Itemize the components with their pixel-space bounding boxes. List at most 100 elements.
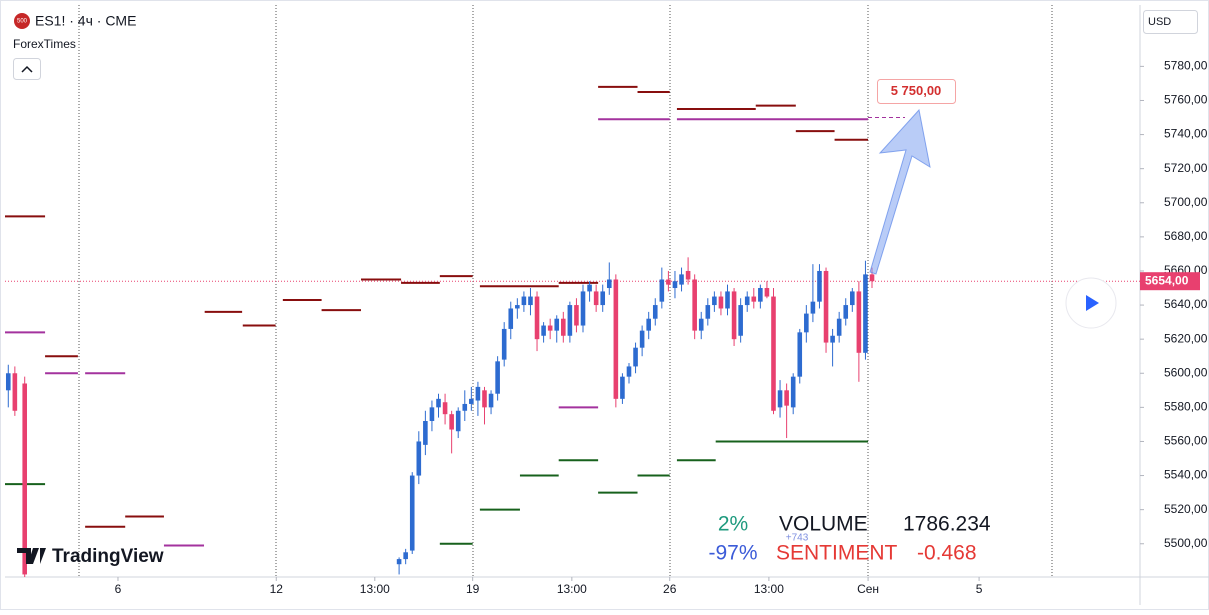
candle-body [469,398,474,404]
candle-body [764,288,770,297]
logo-icon [17,548,46,564]
last-price-label: 5654,00 [1145,273,1189,287]
candle-body [534,296,540,340]
x-tick-label: 19 [466,582,480,596]
candle-body [639,330,645,348]
y-tick-label: 5560,00 [1164,434,1208,448]
y-tick-label: 5580,00 [1164,400,1208,414]
y-tick-label: 5640,00 [1164,297,1208,311]
y-tick-label: 5520,00 [1164,502,1208,516]
candle-body [850,291,855,306]
candle-body [462,403,468,411]
y-tick-label: 5620,00 [1164,331,1208,345]
candle-body [482,390,487,408]
candle-body [659,279,665,302]
y-tick-label: 5720,00 [1164,161,1208,175]
candle-body [777,390,783,408]
y-tick-label: 5540,00 [1164,468,1208,482]
y-tick-label: 5600,00 [1164,365,1208,379]
y-tick-label: 5740,00 [1164,127,1208,141]
stats-cell: -0.468 [917,542,977,565]
candle-body [488,393,494,408]
candle-body [633,347,638,367]
y-tick-label: 5760,00 [1164,93,1208,107]
candle-body [843,305,849,319]
badge-text: 500 [17,19,28,25]
candle-body [698,318,704,331]
candle-body [528,296,533,306]
candle-body [501,328,507,360]
candle-body [679,274,684,285]
candle-body [521,296,527,306]
candle-body [593,291,599,306]
candle-body [823,270,829,343]
candle-body [672,281,678,289]
candle-body [718,296,724,309]
candle-body [620,376,625,399]
candle-body [547,325,553,331]
candle-body [666,279,671,285]
x-tick-label: 26 [663,582,677,596]
x-tick-label: 13:00 [754,582,784,596]
candle-body [587,284,592,292]
candle-body [646,318,651,331]
candle-body [554,318,560,331]
candle-body [455,410,461,432]
candle-body [600,291,606,306]
candle-body [5,373,11,391]
symbol-title: ES1! · 4ч · CME [35,13,136,29]
collapse-button[interactable] [13,58,41,80]
collapse-icon [21,65,33,73]
candle-body [403,552,408,560]
stats-cell: -97% [708,542,757,565]
candle-body [449,414,454,430]
candle-body [416,441,422,476]
candle-body [606,279,612,289]
currency: USD [1148,16,1171,28]
candle-body [751,296,757,302]
candle-body [771,296,776,411]
play-icon [1086,295,1099,311]
candle-body [22,383,28,575]
candle-body [508,308,514,329]
candle-body [436,398,441,408]
candle-body [804,313,809,333]
candle-body [836,318,842,336]
candle-body [856,291,862,353]
logo-text: TradingView [52,546,164,567]
stats-cell: 1786.234 [903,513,991,536]
annotation: +743 [786,533,809,544]
candle-body [541,325,546,336]
candle-body [423,421,428,445]
candle-body [705,305,711,319]
stats-cell: VOLUME [779,513,868,536]
indicator-name: ForexTimes [13,37,76,51]
candle-body [567,305,573,336]
candle-body [712,296,717,306]
candle-body [817,270,822,302]
candle-body [396,559,402,565]
candle-body [475,386,481,401]
badge-icon [14,13,30,29]
candle-body [495,361,500,394]
candle-body [810,301,816,314]
x-tick-label: 13:00 [360,582,390,596]
candle-body [409,475,415,551]
candle-body [784,390,789,406]
x-tick-label: 5 [976,582,983,596]
stats-cell: 2% [718,513,748,536]
x-tick-label: 6 [115,582,122,596]
target-box [877,79,956,105]
last-price-box [1140,272,1200,291]
y-tick-label: 5700,00 [1164,195,1208,209]
candle-body [692,279,697,331]
stats-cell: SENTIMENT [776,542,898,565]
candle-body [830,335,835,343]
session-separators [78,5,1053,577]
candle-body [790,376,796,408]
candle-body [580,291,586,326]
y-tick-label: 5780,00 [1164,59,1208,73]
candle-body [685,270,691,280]
currency-button[interactable] [1143,10,1198,34]
